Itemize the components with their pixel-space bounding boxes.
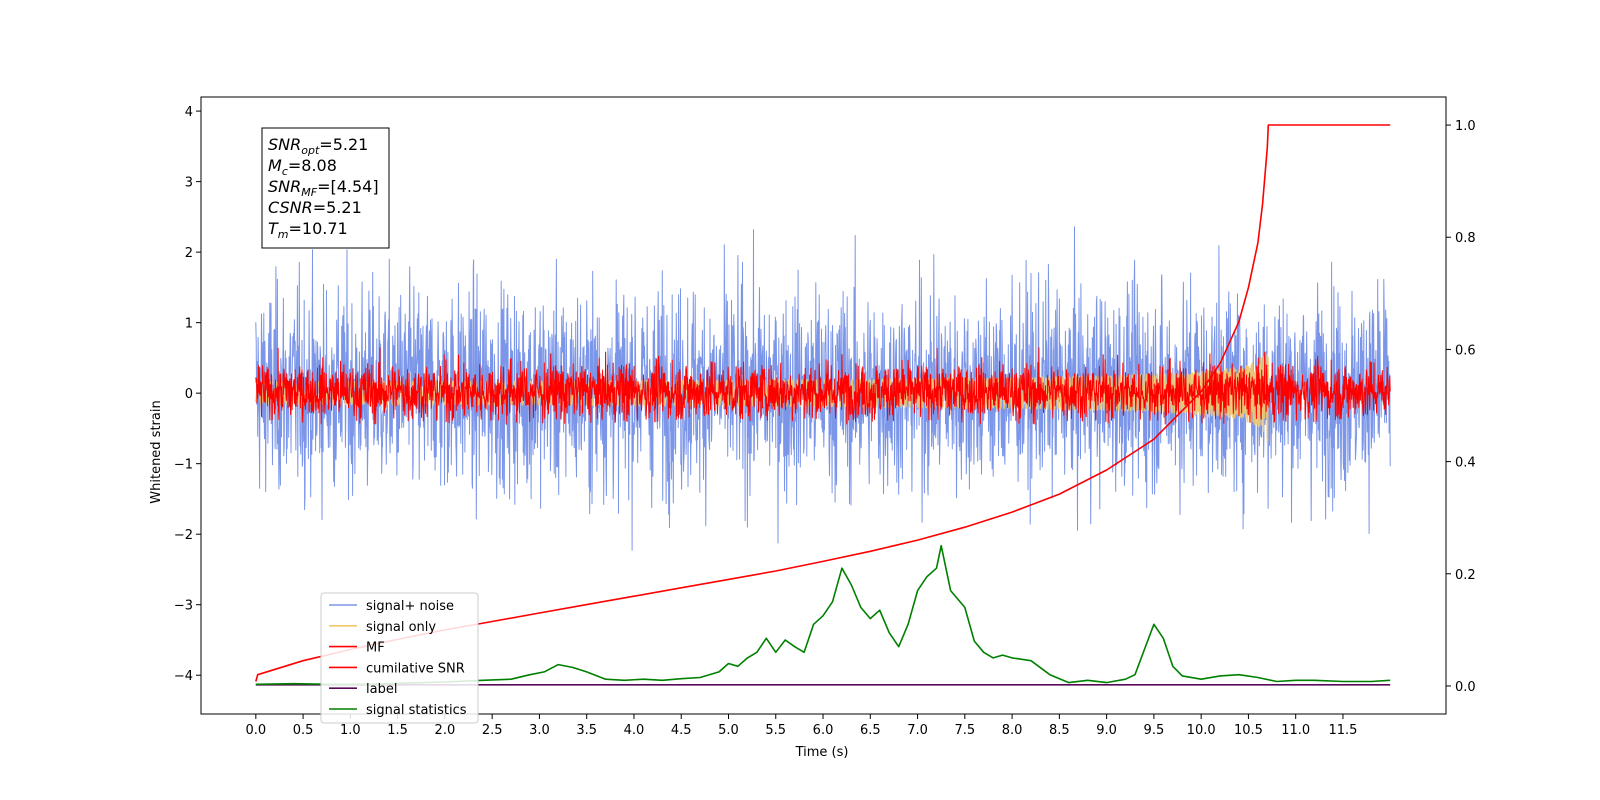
y-tick-label: 2 [185,246,193,261]
x-tick-label: 9.0 [1096,723,1117,738]
x-tick-label: 10.5 [1234,723,1263,738]
x-axis-label: Time (s) [795,745,849,760]
annotation-symbol: T [268,219,279,238]
y-tick-label: −2 [174,528,193,543]
x-tick-label: 8.5 [1049,723,1070,738]
legend-label-3: cumilative SNR [366,661,465,676]
annotation-symbol: SNR [268,177,301,196]
legend-frame [320,592,479,724]
y-tick-label: 3 [185,176,193,191]
x-tick-label: 11.0 [1281,723,1310,738]
annotation-symbol: SNR [268,135,301,154]
x-tick-label: 11.5 [1328,723,1357,738]
y-tick-label: −3 [174,599,193,614]
annotation-subscript: opt [301,144,320,157]
annotation-value: =[4.54] [317,177,379,196]
legend: signal+ noise signal only MF cumilative SNR… [320,592,479,724]
x-tick-label: 5.0 [718,723,739,738]
y-axis-label: Whitened strain [149,400,164,503]
y2-tick-label: 0.8 [1455,231,1476,246]
annotation-frame [261,127,390,249]
y2-tick-label: 0.0 [1455,680,1476,695]
annotation-subscript: m [278,228,289,241]
y2-tick-label: 0.6 [1455,343,1476,358]
y2-tick-label: 1.0 [1455,119,1476,134]
x-tick-label: 1.5 [387,723,408,738]
x-tick-label: 3.5 [576,723,597,738]
x-tick-label: 5.5 [765,723,786,738]
annotation-line: Mc=8.08 [268,156,337,178]
annotation-symbol: M [268,156,282,175]
y2-tick-label: 0.2 [1455,568,1476,583]
legend-label-5: signal statistics [366,703,467,718]
annotation-subscript: MF [301,186,317,199]
legend-label-0: signal+ noise [366,599,454,614]
stats-annotation-box: SNRopt=5.21Mc=8.08SNRMF=[4.54]CSNR=5.21T… [261,127,390,249]
y-tick-label: 1 [185,317,193,332]
annotation-line: CSNR=5.21 [268,198,362,217]
x-tick-label: 6.0 [813,723,834,738]
annotation-value: =5.21 [319,135,368,154]
annotation-symbol: CSNR [268,198,313,217]
series-line-5 [255,544,1391,686]
legend-label-2: MF [366,641,385,656]
annotation-line: SNRopt=5.21 [268,135,368,157]
series-line-0 [255,226,1391,551]
x-tick-label: 0.0 [245,723,266,738]
y-tick-label: 0 [185,387,193,402]
x-tick-label: 2.0 [435,723,456,738]
annotation-subscript: c [282,165,288,178]
annotation-line: SNRMF=[4.54] [268,177,379,199]
x-tick-label: 7.5 [954,723,975,738]
annotation-value: =8.08 [288,156,337,175]
x-tick-label: 7.0 [907,723,928,738]
x-tick-label: 0.5 [293,723,314,738]
legend-label-1: signal only [366,620,436,635]
axes: 0.0 0.5 1.0 1.5 2.0 2.5 3.0 3.5 4.0 4.5 5.0 5.5 6.0 6… [174,96,1476,738]
y-tick-label: −1 [174,458,193,473]
x-tick-label: 6.5 [860,723,881,738]
x-tick-label: 4.5 [671,723,692,738]
x-tick-label: 4.0 [624,723,645,738]
x-tick-label: 9.5 [1144,723,1165,738]
series-line-2 [255,347,1391,425]
annotation-value: =10.71 [289,219,348,238]
x-tick-label: 3.0 [529,723,550,738]
y-tick-label: −4 [174,669,193,684]
annotation-value: =5.21 [313,198,362,217]
x-tick-label: 8.0 [1002,723,1023,738]
annotation-line: Tm=10.71 [268,219,348,241]
legend-label-4: label [366,682,397,697]
y2-tick-label: 0.4 [1455,456,1476,471]
x-tick-label: 10.0 [1187,723,1216,738]
x-tick-label: 1.0 [340,723,361,738]
y-tick-label: 4 [185,105,193,120]
x-tick-label: 2.5 [482,723,503,738]
